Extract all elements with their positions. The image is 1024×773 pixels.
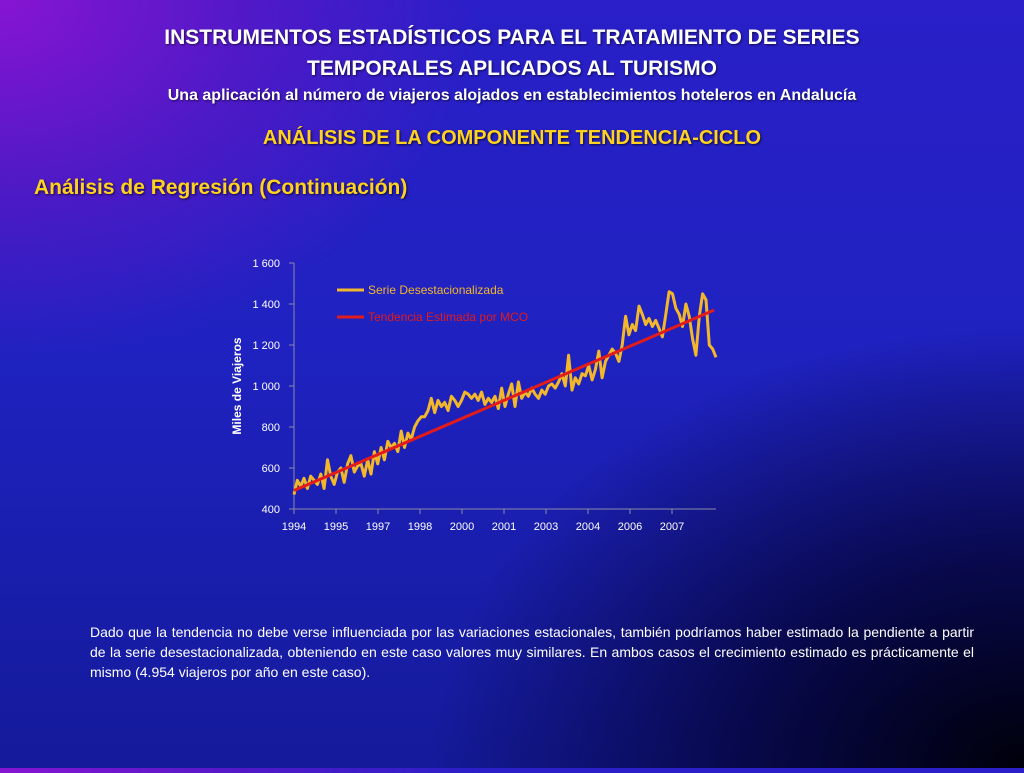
x-tick-label: 2006 [618, 521, 642, 533]
title-line-1: INSTRUMENTOS ESTADÍSTICOS PARA EL TRATAM… [164, 26, 860, 49]
y-tick-label: 400 [262, 504, 280, 516]
x-tick-label: 1994 [282, 521, 306, 533]
title-line-2: TEMPORALES APLICADOS AL TURISMO [307, 57, 717, 80]
subtitle: Una aplicación al número de viajeros alo… [167, 87, 857, 104]
y-tick-label: 1 200 [252, 340, 280, 352]
trend-line-mco [293, 308, 715, 492]
x-tick-label: 1998 [408, 521, 432, 533]
x-tick-label: 2007 [660, 521, 684, 533]
legend-label-trend: Tendencia Estimada por MCO [368, 310, 528, 324]
x-tick-label: 2003 [534, 521, 558, 533]
y-tick-label: 1 600 [252, 258, 280, 270]
series-line-desestacionalizada [292, 290, 718, 495]
x-tick-label: 2001 [492, 521, 516, 533]
subsection-title: Análisis de Regresión (Continuación) [34, 176, 408, 199]
y-tick-label: 600 [262, 463, 280, 475]
x-tick-label: 2000 [450, 521, 474, 533]
section-title: ANÁLISIS DE LA COMPONENTE TENDENCIA-CICL… [262, 127, 762, 149]
y-tick-label: 1 400 [252, 299, 280, 311]
y-tick-label: 800 [262, 422, 280, 434]
y-axis-label: Miles de Viajeros [230, 337, 244, 434]
body-paragraph: Dado que la tendencia no debe verse infl… [90, 624, 974, 680]
x-tick-label: 1995 [324, 521, 348, 533]
x-tick-label: 2004 [576, 521, 600, 533]
legend-label-series: Serie Desestacionalizada [368, 283, 504, 297]
y-tick-label: 1 000 [252, 381, 280, 393]
x-tick-label: 1997 [366, 521, 390, 533]
